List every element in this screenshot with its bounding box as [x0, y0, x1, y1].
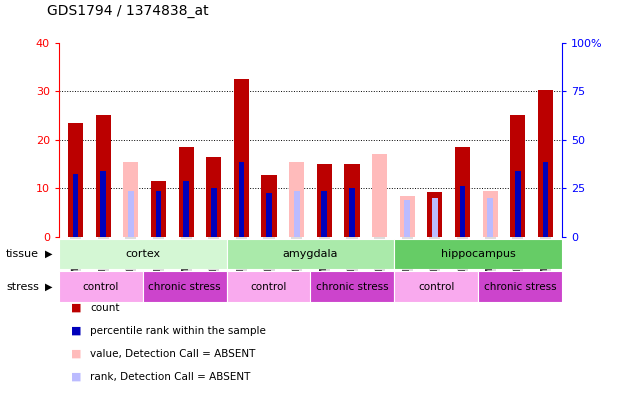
Bar [68, 123, 83, 237]
Bar [151, 181, 166, 237]
Bar [59, 239, 227, 269]
Bar [294, 191, 299, 237]
Bar [211, 188, 217, 237]
Bar [322, 191, 327, 237]
Bar [143, 271, 227, 302]
Bar [487, 198, 493, 237]
Bar [96, 115, 111, 237]
Bar [266, 193, 272, 237]
Bar [238, 162, 244, 237]
Bar [233, 79, 249, 237]
Bar [59, 271, 143, 302]
Text: tissue: tissue [6, 249, 39, 259]
Text: hippocampus: hippocampus [441, 249, 515, 259]
Bar [261, 175, 276, 237]
Bar [455, 147, 470, 237]
Text: ■: ■ [71, 326, 82, 336]
Bar [394, 239, 562, 269]
Bar [73, 174, 78, 237]
Text: control: control [250, 281, 287, 292]
Bar [394, 271, 478, 302]
Bar [432, 198, 438, 237]
Bar [101, 171, 106, 237]
Bar [128, 191, 134, 237]
Bar [310, 271, 394, 302]
Text: value, Detection Call = ABSENT: value, Detection Call = ABSENT [90, 349, 255, 359]
Text: rank, Detection Call = ABSENT: rank, Detection Call = ABSENT [90, 372, 250, 382]
Bar [538, 90, 553, 237]
Text: chronic stress: chronic stress [484, 281, 556, 292]
Bar [460, 186, 465, 237]
Text: ■: ■ [71, 372, 82, 382]
Bar [349, 188, 355, 237]
Bar [206, 157, 221, 237]
Text: control: control [83, 281, 119, 292]
Text: percentile rank within the sample: percentile rank within the sample [90, 326, 266, 336]
Text: amygdala: amygdala [283, 249, 338, 259]
Text: ■: ■ [71, 349, 82, 359]
Bar [317, 164, 332, 237]
Bar [543, 162, 548, 237]
Text: stress: stress [6, 281, 39, 292]
Bar [427, 192, 443, 237]
Text: ▶: ▶ [45, 249, 53, 259]
Bar [400, 196, 415, 237]
Text: GDS1794 / 1374838_at: GDS1794 / 1374838_at [47, 4, 208, 18]
Text: chronic stress: chronic stress [316, 281, 389, 292]
Text: chronic stress: chronic stress [148, 281, 221, 292]
Text: control: control [418, 281, 455, 292]
Bar [478, 271, 562, 302]
Bar [345, 164, 360, 237]
Bar [515, 171, 520, 237]
Text: cortex: cortex [125, 249, 160, 259]
Bar [317, 164, 332, 237]
Text: ▶: ▶ [45, 281, 53, 292]
Bar [227, 239, 394, 269]
Bar [151, 183, 166, 237]
Bar [510, 115, 525, 237]
Bar [372, 154, 388, 237]
Bar [183, 181, 189, 237]
Bar [289, 162, 304, 237]
Bar [178, 147, 194, 237]
Bar [404, 200, 410, 237]
Text: ■: ■ [71, 303, 82, 313]
Bar [483, 191, 498, 237]
Bar [227, 271, 310, 302]
Text: count: count [90, 303, 120, 313]
Bar [156, 191, 161, 237]
Bar [123, 162, 138, 237]
